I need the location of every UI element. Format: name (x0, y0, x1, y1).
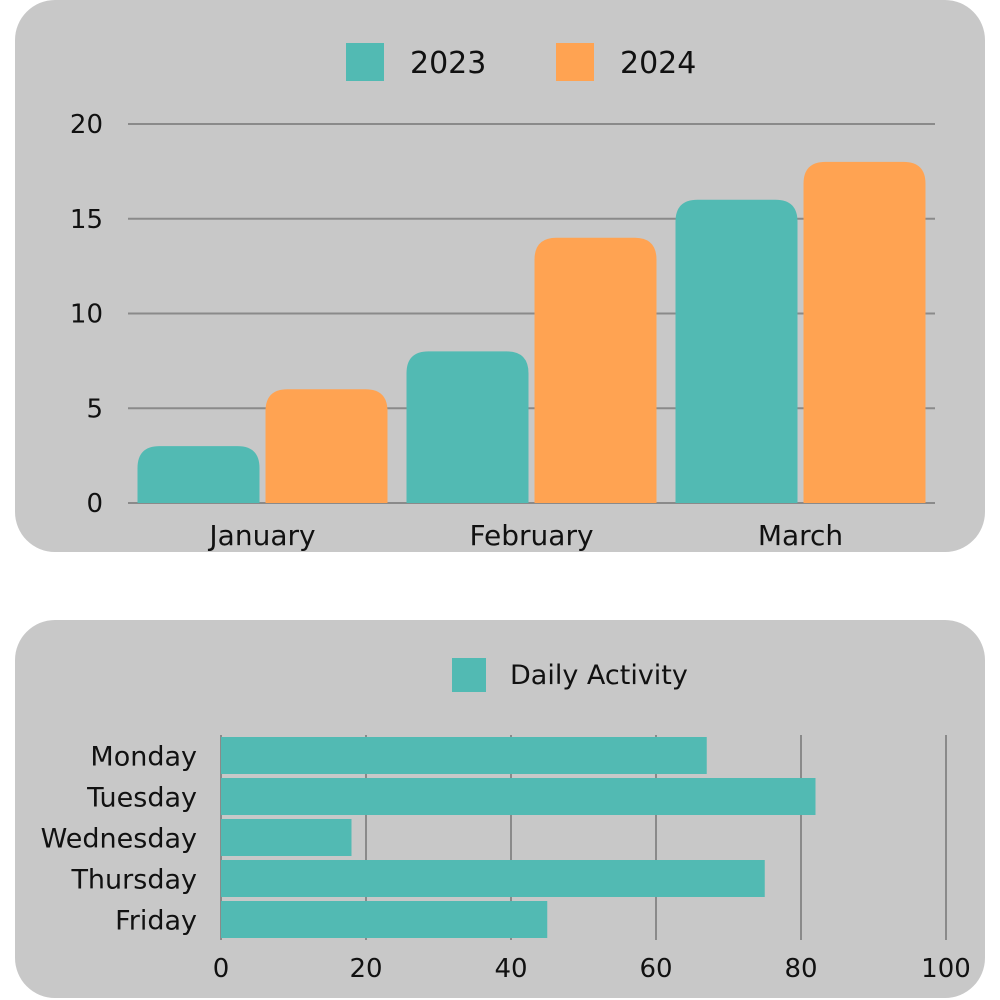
bar-thursday (221, 860, 765, 897)
bar-2023-january (137, 446, 260, 503)
x-tick-label: 0 (213, 954, 230, 984)
x-tick-label: 60 (639, 954, 672, 984)
y-tick-label: 20 (70, 110, 103, 140)
bar-2023-february (406, 351, 529, 503)
legend-swatch-daily-activity (452, 658, 486, 692)
bar-2024-february (534, 237, 657, 503)
monthly-bar-chart: 0 5 10 15 20 January February March 2023 2024 (70, 43, 935, 552)
x-tick-label: 40 (494, 954, 527, 984)
daily-activity-bar-chart: 0 20 40 60 80 100 Monday Tuesday Wednesday Thursd… (41, 658, 971, 984)
legend-swatch-2024 (556, 43, 594, 81)
x-tick-label: March (758, 519, 843, 552)
y-category-label: Thursday (70, 865, 197, 896)
x-tick-label: 20 (349, 954, 382, 984)
x-tick-label: January (207, 519, 315, 552)
bar-tuesday (221, 778, 816, 815)
legend-label-2024: 2024 (620, 46, 696, 81)
bar-2024-march (803, 161, 926, 503)
bar-2023-march (675, 199, 798, 504)
bar-friday (221, 901, 548, 938)
bar-monday (221, 737, 707, 774)
y-tick-label: 10 (70, 300, 103, 330)
y-category-label: Friday (115, 906, 197, 937)
x-tick-label: 100 (921, 954, 971, 984)
y-category-label: Monday (90, 742, 197, 773)
legend-label-2023: 2023 (410, 46, 486, 81)
y-tick-label: 5 (86, 394, 103, 424)
bar-wednesday (221, 819, 352, 856)
x-tick-label: February (469, 519, 593, 552)
y-category-label: Wednesday (41, 824, 197, 855)
bar-2024-january (265, 389, 388, 503)
y-tick-label: 0 (86, 489, 103, 519)
y-tick-label: 15 (70, 205, 103, 235)
y-category-label: Tuesday (86, 783, 197, 814)
legend-label-daily-activity: Daily Activity (510, 660, 688, 691)
x-tick-label: 80 (784, 954, 817, 984)
legend-swatch-2023 (346, 43, 384, 81)
